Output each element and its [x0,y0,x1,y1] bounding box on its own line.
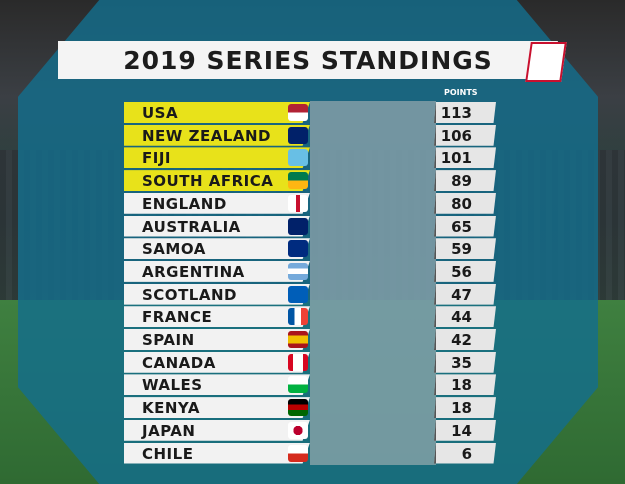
title: 2019 SERIES STANDINGS [58,41,558,79]
team-flag [288,308,308,326]
team-name: CANADA [124,351,310,373]
standings-row: SPAIN 42 [124,329,496,350]
team-name: FIJI [124,147,310,169]
team-flag [288,149,308,167]
team-name: SCOTLAND [124,283,310,305]
team-flag [288,331,308,348]
team-name: WALES [124,374,310,396]
team-flag [288,217,308,235]
standings-row: FIJI 101 [124,147,496,169]
team-name: ARGENTINA [124,260,310,282]
team-flag [288,285,308,303]
team-name: CHILE [124,442,310,464]
standings-row: SOUTH AFRICA 89 [124,170,496,192]
team-points: 56 [434,260,496,282]
team-flag [288,104,308,121]
standings-row: SCOTLAND 47 [124,283,496,305]
standings-row: CANADA 35 [124,351,496,373]
team-points: 80 [434,192,496,214]
team-points: 14 [434,419,496,441]
team-flag [288,194,308,212]
team-points: 42 [434,329,496,350]
standings-row: NEW ZEALAND 106 [124,124,496,146]
team-points: 47 [434,283,496,305]
standings-row: SAMOA 59 [124,238,496,260]
series-logo [525,42,567,82]
team-points: 44 [434,306,496,328]
team-points: 106 [434,124,496,146]
team-points: 18 [434,397,496,419]
team-name: AUSTRALIA [124,215,310,237]
team-flag [288,240,308,258]
team-flag [288,353,308,371]
standings-row: USA 113 [124,102,496,123]
team-points: 35 [434,351,496,373]
team-flag [288,444,308,462]
points-header: POINTS [444,88,478,97]
team-points: 65 [434,215,496,237]
team-flag [288,126,308,144]
team-name: ENGLAND [124,192,310,214]
team-flag [288,262,308,280]
standings-row: WALES 18 [124,374,496,396]
standings-row: KENYA 18 [124,397,496,419]
team-points: 59 [434,238,496,260]
team-name: SPAIN [124,329,310,350]
team-flag [288,399,308,417]
standings-row: ENGLAND 80 [124,192,496,214]
standings-row: AUSTRALIA 65 [124,215,496,237]
standings-row: ARGENTINA 56 [124,260,496,282]
team-points: 18 [434,374,496,396]
team-name: JAPAN [124,419,310,441]
team-name: SOUTH AFRICA [124,170,310,192]
standings-row: CHILE 6 [124,442,496,464]
team-name: SAMOA [124,238,310,260]
team-points: 113 [434,102,496,123]
team-points: 101 [434,147,496,169]
standings-row: JAPAN 14 [124,419,496,441]
team-name: USA [124,102,310,123]
divider-band [310,101,436,465]
team-points: 89 [434,170,496,192]
team-flag [288,421,308,439]
team-flag [288,376,308,394]
team-name: FRANCE [124,306,310,328]
team-points: 6 [434,442,496,464]
team-name: NEW ZEALAND [124,124,310,146]
team-flag [288,172,308,190]
standings-row: FRANCE 44 [124,306,496,328]
team-name: KENYA [124,397,310,419]
